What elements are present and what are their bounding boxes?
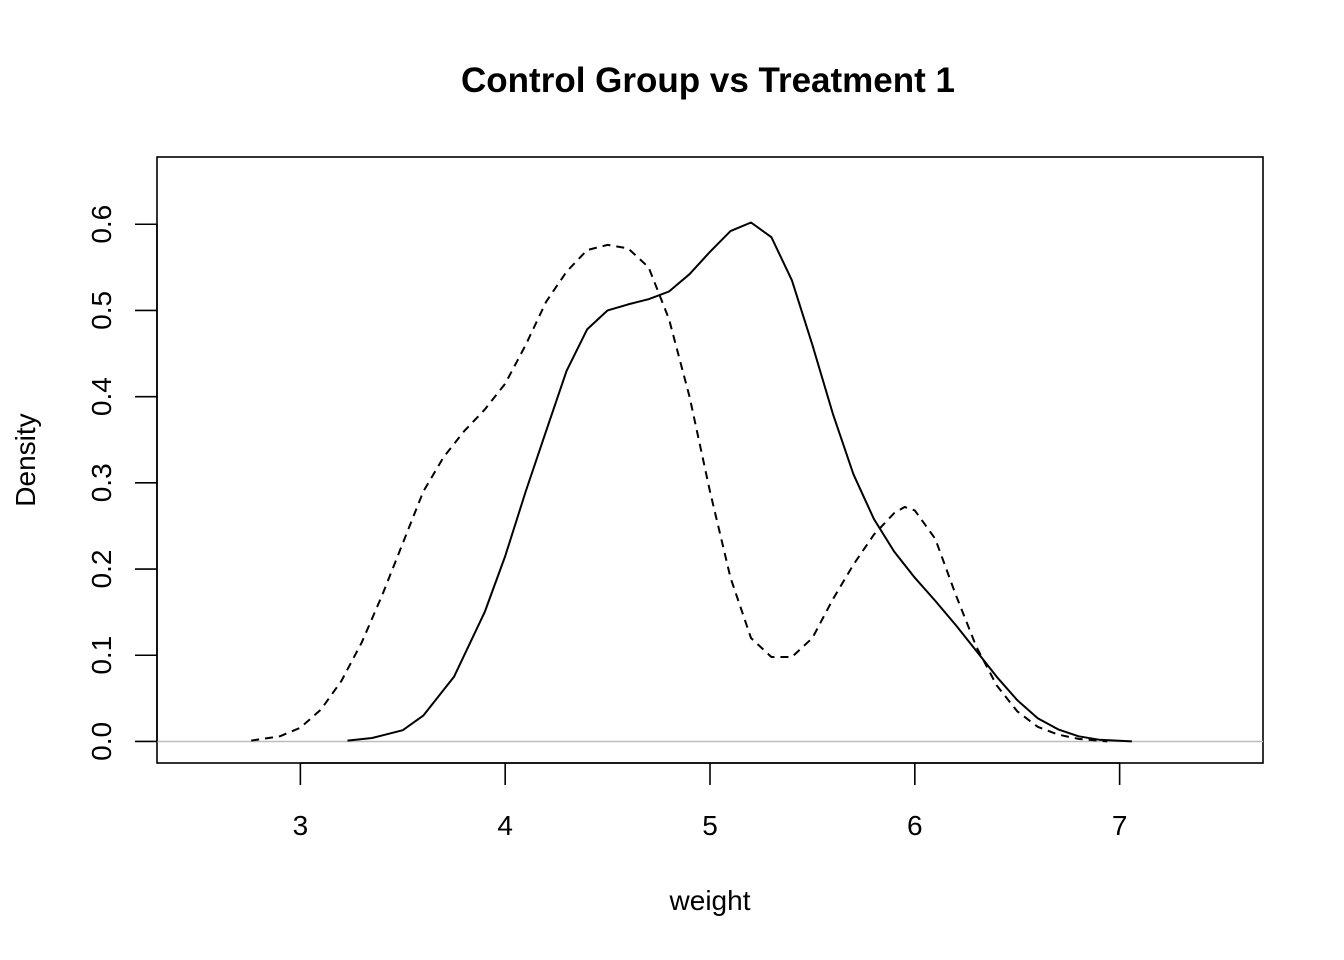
y-tick-label: 0.1	[86, 636, 117, 675]
x-tick-label: 4	[497, 810, 513, 841]
x-tick-label: 6	[907, 810, 923, 841]
y-tick-label: 0.2	[86, 550, 117, 589]
y-axis-label: Density	[10, 413, 41, 506]
x-tick-label: 5	[702, 810, 718, 841]
x-axis-label: weight	[669, 885, 751, 916]
y-tick-label: 0.6	[86, 205, 117, 244]
y-tick-label: 0.5	[86, 291, 117, 330]
x-tick-label: 7	[1112, 810, 1128, 841]
y-tick-label: 0.0	[86, 722, 117, 761]
plot-frame	[156, 156, 1264, 764]
density-curve-solid	[347, 221, 1132, 743]
chart-title: Control Group vs Treatment 1	[461, 61, 955, 100]
density-curve-dashed	[251, 243, 1108, 743]
x-tick-label: 3	[293, 810, 309, 841]
y-tick-label: 0.4	[86, 377, 117, 416]
y-tick-label: 0.3	[86, 463, 117, 502]
